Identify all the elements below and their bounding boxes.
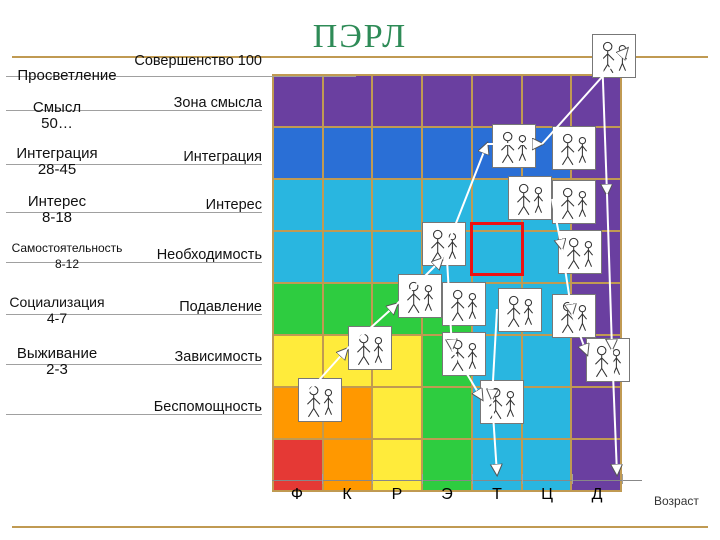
grid-cell <box>273 283 323 335</box>
column-label: Ц <box>522 486 572 504</box>
grid-cell <box>372 439 422 491</box>
left-stage-label: Самостоятельность8-12 <box>2 240 132 272</box>
sketch-icon <box>480 380 524 424</box>
sketch-icon <box>398 274 442 318</box>
sketch-icon <box>442 332 486 376</box>
grid-cell <box>522 335 572 387</box>
column-label: Т <box>472 486 522 504</box>
sketch-icon <box>492 124 536 168</box>
grid-cell <box>323 75 373 127</box>
row-underline <box>6 414 262 415</box>
sketch-icon <box>442 282 486 326</box>
grid-cell <box>571 439 621 491</box>
column-tick <box>472 474 473 484</box>
column-tick <box>372 474 373 484</box>
left-stage-label: Выживание2-3 <box>2 346 112 378</box>
grid-cell <box>422 127 472 179</box>
grid-cell <box>273 179 323 231</box>
grid-cell <box>273 231 323 283</box>
row-label: Беспомощность <box>132 400 262 415</box>
highlight-box <box>470 222 524 276</box>
column-tick <box>422 474 423 484</box>
column-label: Д <box>572 486 622 504</box>
row-label: Совершенство 100 <box>132 54 262 69</box>
left-stage-label: Интеграция28-45 <box>2 146 112 178</box>
left-stage-label: Интерес8-18 <box>2 194 112 226</box>
diagram-root: ПЭРЛ Совершенство 100Зона смыслаИнтеграц… <box>0 0 720 540</box>
column-tick <box>522 474 523 484</box>
sketch-icon <box>586 338 630 382</box>
grid-cell <box>522 75 572 127</box>
sketch-icon <box>552 126 596 170</box>
grid-cell <box>372 387 422 439</box>
column-label: Р <box>372 486 422 504</box>
grid-cell <box>571 387 621 439</box>
sketch-icon <box>422 222 466 266</box>
grid-cell <box>472 439 522 491</box>
row-label: Необходимость <box>132 248 262 263</box>
grid-cell <box>273 75 323 127</box>
left-stage-label: Социализация4-7 <box>2 294 112 326</box>
grid-cell <box>422 439 472 491</box>
grid-cell <box>522 387 572 439</box>
grid-cell <box>323 439 373 491</box>
row-label: Зона смысла <box>132 96 262 111</box>
grid-cell <box>372 179 422 231</box>
grid-cell <box>372 75 422 127</box>
grid-cell <box>522 439 572 491</box>
grid-cell <box>472 75 522 127</box>
column-tick <box>622 474 623 484</box>
sketch-icon <box>592 34 636 78</box>
column-label: К <box>322 486 372 504</box>
sketch-icon <box>552 294 596 338</box>
x-axis-line <box>272 480 642 481</box>
left-stage-label: Смысл50… <box>2 100 112 132</box>
grid-cell <box>571 75 621 127</box>
grid-cell <box>422 75 472 127</box>
x-axis-label: Возраст <box>654 494 699 508</box>
bottom-rule <box>12 526 708 528</box>
grid-cell <box>372 127 422 179</box>
left-stage-label: Просветление <box>2 68 132 84</box>
sketch-icon <box>558 230 602 274</box>
column-label: Ф <box>272 486 322 504</box>
grid-cell <box>422 387 472 439</box>
row-label: Интеграция <box>132 150 262 165</box>
column-tick <box>322 474 323 484</box>
sketch-icon <box>348 326 392 370</box>
grid-cell <box>323 179 373 231</box>
grid-cell <box>273 127 323 179</box>
grid-cell <box>273 439 323 491</box>
row-label: Зависимость <box>132 350 262 365</box>
row-label: Интерес <box>132 198 262 213</box>
sketch-icon <box>508 176 552 220</box>
sketch-icon <box>498 288 542 332</box>
sketch-icon <box>298 378 342 422</box>
grid-cell <box>323 127 373 179</box>
column-label: Э <box>422 486 472 504</box>
sketch-icon <box>552 180 596 224</box>
row-label: Подавление <box>132 300 262 315</box>
grid-cell <box>323 231 373 283</box>
column-tick <box>572 474 573 484</box>
